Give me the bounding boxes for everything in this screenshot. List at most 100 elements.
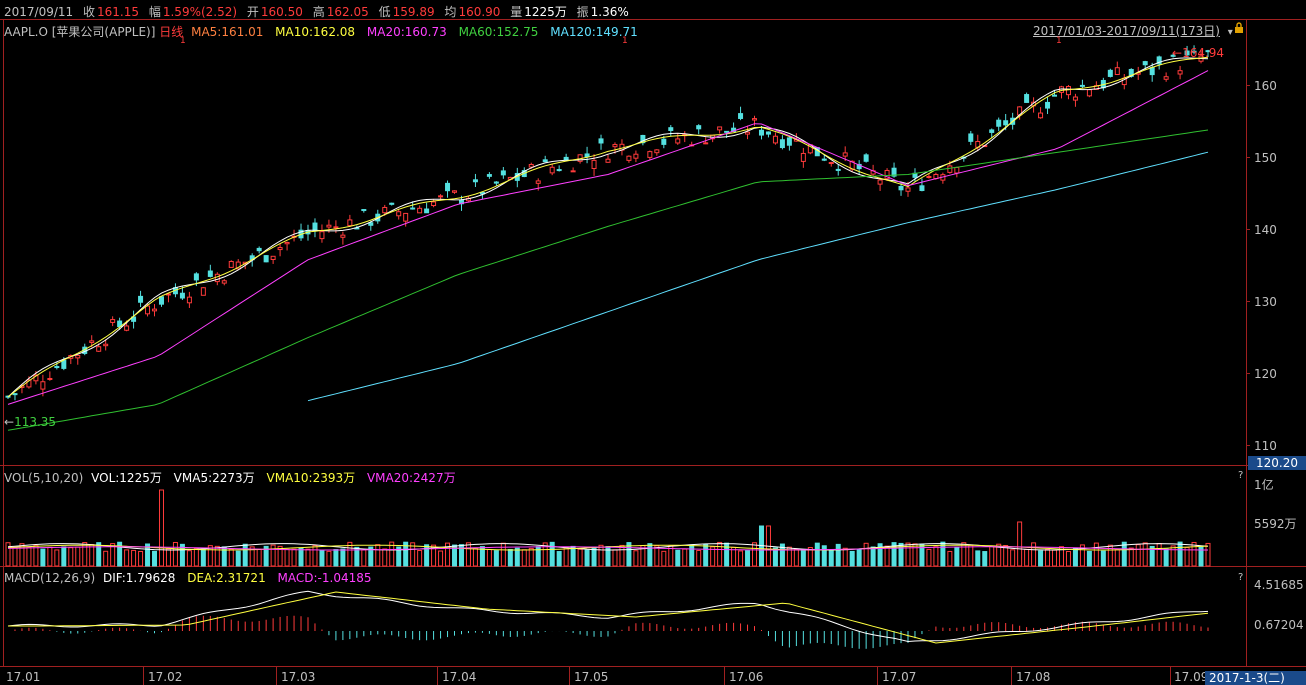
candle-body [1003, 120, 1009, 126]
candle-body [1086, 89, 1092, 97]
help-icon[interactable]: ? [1238, 470, 1244, 481]
volume-bar [214, 545, 220, 567]
candle-body [800, 152, 806, 162]
macd-title[interactable]: MACD(12,26,9) [4, 571, 96, 585]
candle-body [40, 381, 46, 390]
volume-bar [347, 541, 353, 567]
candle-body [738, 113, 744, 119]
candle-body [696, 125, 702, 130]
volume-bar [1191, 541, 1197, 567]
volume-bar [898, 542, 904, 567]
chevron-down-icon: ▾ [1227, 27, 1233, 38]
macd-y-top: 4.51685 [1254, 578, 1304, 592]
volume-bar [1170, 545, 1176, 567]
candle-body [256, 247, 262, 252]
volume-bar [5, 542, 11, 567]
volume-bar [584, 549, 590, 567]
volume-bar [633, 550, 639, 567]
volume-bar [1198, 545, 1204, 567]
volume-bar [570, 545, 576, 567]
candle-body [584, 153, 590, 158]
volume-bar [821, 545, 827, 567]
candle-body [640, 134, 646, 144]
volume-bar [1010, 549, 1016, 567]
volume-bar [465, 542, 471, 567]
y-tick: 120 [1254, 367, 1277, 381]
candle-body [668, 127, 674, 131]
candle-body [326, 224, 332, 228]
volume-bar [710, 546, 716, 567]
candle-body [1114, 67, 1120, 76]
volume-bar [800, 548, 806, 567]
candle-body [228, 260, 234, 268]
volume-bar [165, 548, 171, 567]
vol-y-top: 1亿 [1254, 478, 1274, 492]
candle-body [779, 139, 785, 149]
candle-body [340, 234, 346, 238]
y-tick: 110 [1254, 439, 1277, 453]
candle-body [47, 377, 53, 380]
ma20-line [7, 70, 1209, 405]
x-tick: 17.02 [148, 670, 183, 684]
period-label[interactable]: 日线 [159, 25, 184, 39]
volume-bar [186, 550, 192, 567]
volume-bar [263, 545, 269, 567]
volume-bar [1156, 543, 1162, 567]
volume-bar [396, 546, 402, 567]
candle-body [758, 129, 764, 136]
vol-title[interactable]: VOL(5,10,20) [4, 471, 84, 485]
price-candles [5, 45, 1211, 401]
candle-body [765, 131, 771, 135]
symbol-label[interactable]: AAPL.O [苹果公司(APPLE)] [4, 25, 156, 39]
volume-bar [619, 544, 625, 567]
candle-body [996, 119, 1002, 127]
candle-body [138, 295, 144, 303]
volume-bar [772, 547, 778, 567]
volume-bar [354, 546, 360, 567]
volume-bar [1135, 544, 1141, 567]
candle-body [954, 166, 960, 174]
y-tick: 140 [1254, 223, 1277, 237]
volume-bar [779, 543, 785, 567]
ma20-label: MA20:160.73 [366, 25, 447, 39]
candle-body [263, 255, 269, 263]
volume-bar [47, 546, 53, 567]
lock-icon[interactable] [1233, 22, 1245, 34]
candle-body [207, 270, 213, 277]
candle-body [835, 168, 841, 171]
x-tick: 17.06 [729, 670, 764, 684]
ma120-line [307, 151, 1209, 402]
help-icon[interactable]: ? [1238, 572, 1244, 583]
volume-bar [968, 544, 974, 567]
volume-bar [145, 543, 151, 567]
candle-body [145, 305, 151, 315]
volume-bar [340, 548, 346, 567]
candle-body [989, 129, 995, 133]
candle-body [828, 162, 834, 165]
volume-bar [884, 545, 890, 567]
volume-bar [1072, 547, 1078, 567]
volume-bar [319, 549, 325, 567]
candle-body [110, 319, 116, 323]
candle-body [131, 316, 137, 322]
volume-bar [19, 543, 25, 567]
candle-body [214, 273, 220, 283]
volume-bar [877, 543, 883, 567]
volume-bar [1142, 542, 1148, 567]
volume-bar [835, 543, 841, 567]
volume-bar [375, 544, 381, 567]
volume-bar [235, 550, 241, 567]
date-range-selector[interactable]: 2017/01/03-2017/09/11(173日) ▾ [1033, 22, 1233, 39]
volume-bar [193, 548, 199, 567]
candle-body [863, 154, 869, 162]
candle-body [270, 255, 276, 260]
moving-average-lines [7, 56, 1209, 431]
volume-bar [110, 543, 116, 567]
candle-body [333, 226, 339, 229]
candle-body [361, 209, 367, 212]
volume-bar [1149, 545, 1155, 567]
volume-bar [563, 547, 569, 567]
candle-body [556, 169, 562, 172]
volume-bar [514, 547, 520, 567]
